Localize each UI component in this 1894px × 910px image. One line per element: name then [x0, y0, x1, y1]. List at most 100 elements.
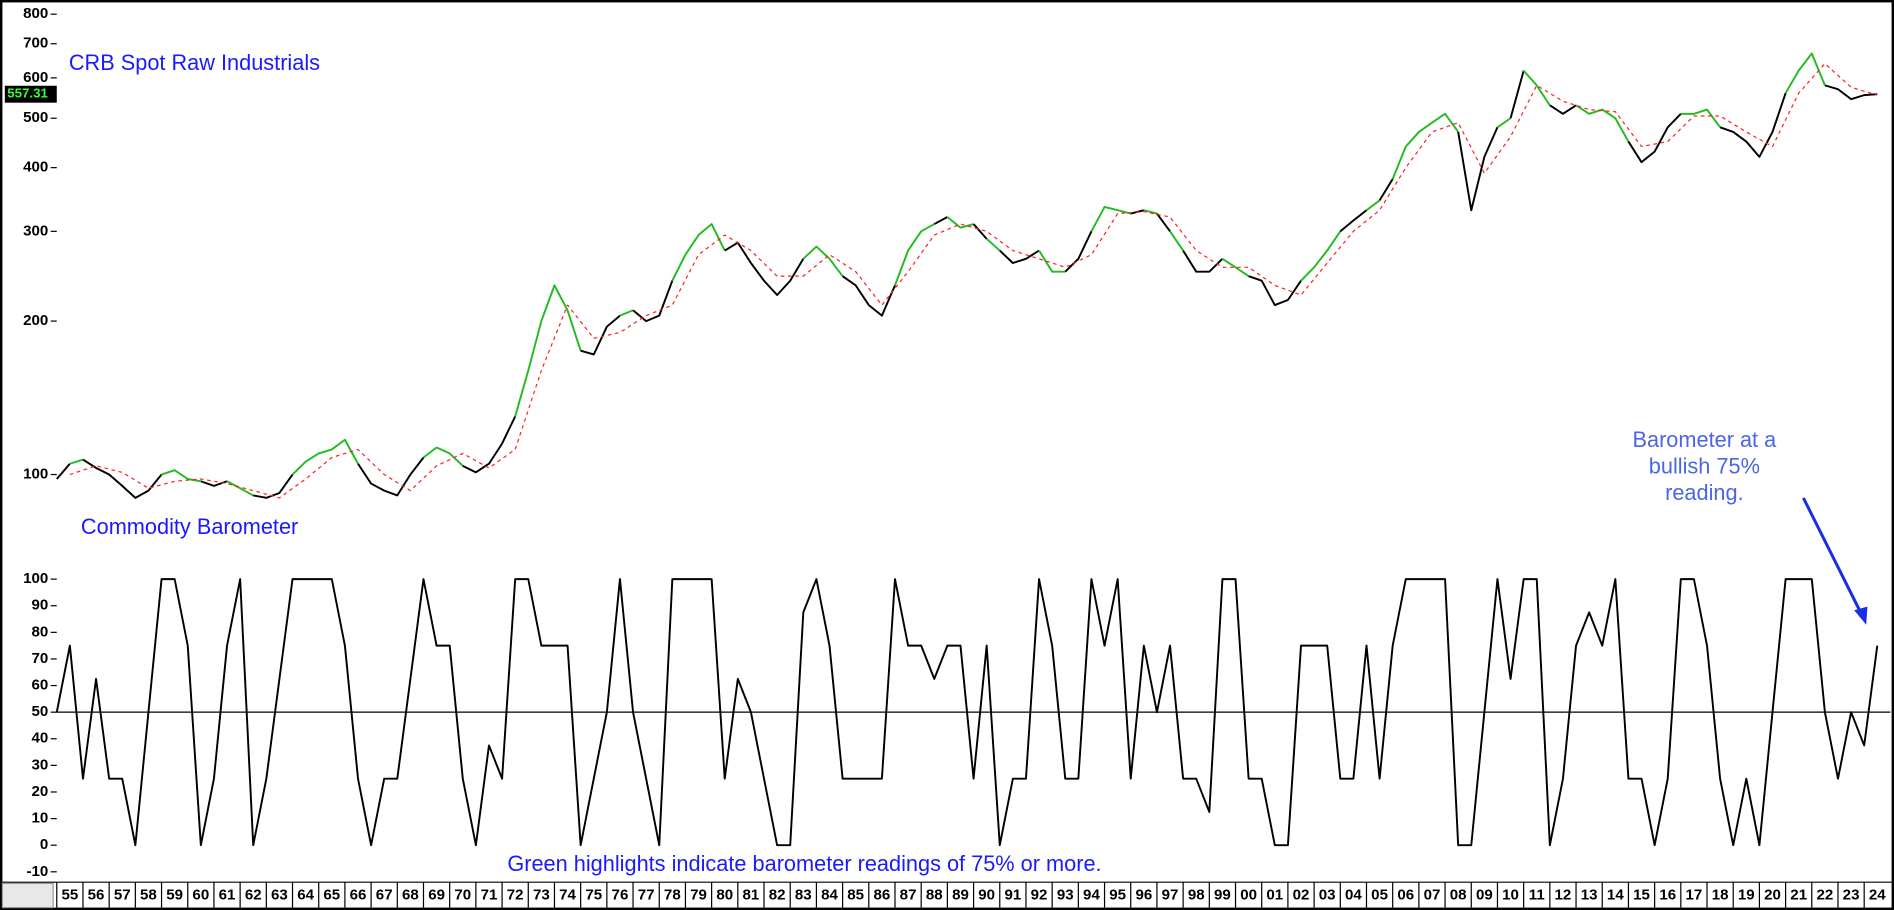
- x-tick-label: 11: [1529, 886, 1545, 903]
- x-tick-label: 10: [1502, 886, 1519, 903]
- line: [514, 284, 582, 417]
- line: [972, 223, 988, 240]
- x-tick-label: 69: [428, 886, 445, 903]
- x-tick-label: 82: [769, 886, 786, 903]
- y-tick-label: 10: [32, 810, 49, 827]
- x-tick-label: 06: [1397, 886, 1414, 903]
- line: [619, 309, 634, 317]
- line: [1824, 84, 1878, 101]
- chart-title: CRB Spot Raw Industrials: [69, 50, 320, 75]
- y-tick-label: -10: [26, 863, 48, 880]
- current-value-label: 557.31: [7, 86, 48, 101]
- x-tick-label: 81: [743, 886, 760, 903]
- y-tick-label: 60: [32, 677, 49, 694]
- line: [1719, 92, 1787, 158]
- y-tick-label: 30: [32, 756, 49, 773]
- x-tick-label: 87: [900, 886, 917, 903]
- x-tick-label: 79: [690, 886, 707, 903]
- line: [291, 438, 359, 476]
- line: [69, 458, 84, 465]
- y-tick-label: 200: [23, 312, 48, 329]
- x-tick-label: 07: [1424, 886, 1441, 903]
- x-tick-label: 78: [664, 886, 681, 903]
- x-tick-label: 58: [140, 886, 157, 903]
- line: [1143, 209, 1158, 215]
- x-tick-label: 64: [297, 886, 314, 903]
- y-tick-label: 300: [23, 222, 48, 239]
- line: [946, 216, 974, 229]
- x-tick-label: 86: [873, 886, 890, 903]
- x-tick-label: 63: [271, 886, 288, 903]
- line: [82, 458, 163, 499]
- line: [462, 416, 517, 474]
- line: [1522, 69, 1551, 106]
- y-tick-label: 20: [32, 783, 49, 800]
- line: [580, 314, 621, 356]
- x-tick-label: 75: [585, 886, 602, 903]
- corner-box: [1, 882, 54, 909]
- x-tick-label: 83: [795, 886, 812, 903]
- line: [1680, 108, 1721, 128]
- line: [422, 446, 464, 467]
- line: [671, 223, 726, 282]
- line: [986, 238, 1001, 252]
- x-tick-label: 04: [1345, 886, 1362, 903]
- x-tick-label: 16: [1659, 886, 1676, 903]
- panel-title: Commodity Barometer: [81, 514, 298, 539]
- x-tick-label: 71: [481, 886, 498, 903]
- x-tick-label: 15: [1633, 886, 1650, 903]
- arrow: [1802, 497, 1863, 615]
- line: [802, 245, 844, 277]
- x-tick-label: 56: [88, 886, 105, 903]
- y-tick-label: 100: [23, 570, 48, 587]
- x-tick-label: 95: [1109, 886, 1126, 903]
- line: [1575, 104, 1630, 143]
- callout: reading.: [1665, 480, 1744, 505]
- x-tick-label: 88: [926, 886, 943, 903]
- line: [1221, 257, 1250, 277]
- x-tick-label: 17: [1686, 886, 1703, 903]
- line: [55, 578, 1879, 847]
- x-tick-label: 24: [1869, 886, 1886, 903]
- line: [1457, 126, 1499, 212]
- note: Green highlights indicate barometer read…: [507, 851, 1101, 876]
- y-tick-label: 80: [32, 623, 49, 640]
- x-tick-label: 68: [402, 886, 419, 903]
- x-tick-label: 55: [61, 886, 78, 903]
- x-tick-label: 21: [1790, 886, 1807, 903]
- x-tick-label: 67: [376, 886, 393, 903]
- line: [1391, 112, 1459, 180]
- x-tick-label: 61: [219, 886, 236, 903]
- x-tick-label: 92: [1031, 886, 1048, 903]
- y-tick-label: 100: [23, 466, 48, 483]
- x-tick-label: 13: [1581, 886, 1598, 903]
- x-tick-label: 05: [1371, 886, 1388, 903]
- line: [842, 275, 896, 317]
- x-tick-label: 09: [1476, 886, 1493, 903]
- arrow-head: [1854, 606, 1868, 625]
- line: [999, 249, 1040, 264]
- line: [1365, 199, 1381, 212]
- x-tick-label: 76: [612, 886, 629, 903]
- line: [1339, 209, 1368, 233]
- x-tick-label: 62: [245, 886, 262, 903]
- x-tick-label: 97: [1162, 886, 1179, 903]
- y-tick-label: 40: [32, 730, 49, 747]
- y-tick-label: 0: [40, 836, 48, 853]
- line: [894, 223, 935, 286]
- line: [933, 216, 948, 225]
- callout: Barometer at a: [1632, 427, 1777, 452]
- x-tick-label: 77: [638, 886, 655, 903]
- y-tick-label: 800: [23, 5, 48, 22]
- y-tick-label: 600: [23, 69, 48, 86]
- x-tick-label: 74: [559, 886, 576, 903]
- line: [1248, 275, 1302, 307]
- line: [226, 480, 254, 497]
- x-tick-label: 96: [1135, 886, 1152, 903]
- x-tick-label: 60: [192, 886, 209, 903]
- line: [1090, 205, 1131, 232]
- line: [56, 463, 71, 480]
- x-tick-label: 12: [1555, 886, 1572, 903]
